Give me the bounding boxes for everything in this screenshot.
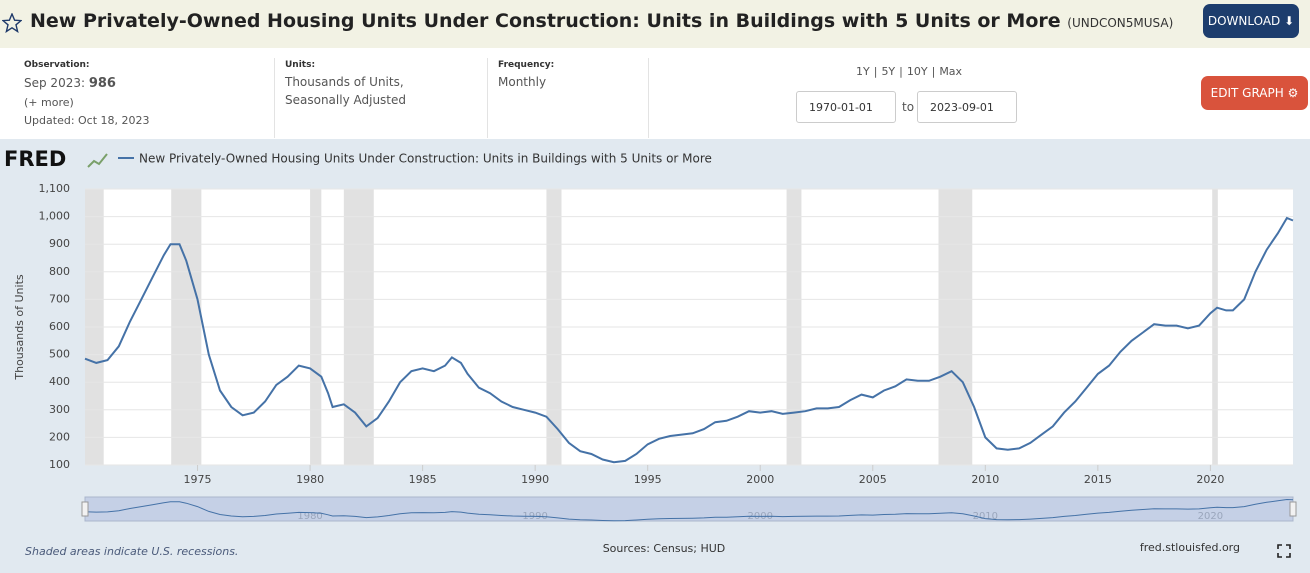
range-option[interactable]: Max: [939, 65, 963, 78]
frequency-label: Frequency:: [498, 60, 555, 70]
navigator-handle[interactable]: [81, 501, 89, 517]
legend-label: New Privately-Owned Housing Units Under …: [139, 152, 712, 166]
y-axis-label: Thousands of Units: [13, 274, 26, 381]
navigator-tick-label: 1980: [297, 511, 322, 522]
edit-graph-label: EDIT GRAPH: [1210, 86, 1284, 100]
observation-date: Sep 2023:: [24, 76, 86, 90]
data-line: [84, 216, 1294, 464]
download-label: DOWNLOAD: [1207, 14, 1281, 28]
y-tick-label: 300: [49, 403, 70, 416]
range-separator: |: [931, 65, 936, 78]
range-option[interactable]: 1Y: [856, 65, 870, 78]
x-tick-label: 2005: [859, 473, 887, 486]
favorite-star[interactable]: [2, 13, 22, 33]
divider: [487, 58, 488, 138]
range-separator: |: [873, 65, 878, 78]
x-tick-label: 2015: [1084, 473, 1112, 486]
page-title: New Privately-Owned Housing Units Under …: [30, 10, 1173, 32]
observation-value: 986: [88, 76, 116, 91]
navigator-tick-label: 2010: [973, 511, 998, 522]
more-link[interactable]: (+ more): [24, 96, 74, 109]
x-tick-label: 1980: [296, 473, 324, 486]
y-tick-label: 700: [49, 292, 70, 305]
units-value: Thousands of Units,: [285, 75, 404, 89]
updated-date: Updated: Oct 18, 2023: [24, 114, 150, 127]
y-tick-label: 500: [49, 348, 70, 361]
divider: [648, 58, 649, 138]
y-tick-label: 1,100: [39, 182, 71, 195]
y-tick-label: 900: [49, 237, 70, 250]
x-tick-label: 2000: [746, 473, 774, 486]
range-selector: 1Y | 5Y | 10Y | Max: [856, 65, 962, 78]
download-button[interactable]: DOWNLOAD ⬇: [1203, 4, 1299, 38]
header-bar: [0, 0, 1310, 48]
navigator: [84, 496, 1294, 522]
units-value: Seasonally Adjusted: [285, 93, 407, 107]
recession-note: Shaded areas indicate U.S. recessions.: [25, 545, 238, 558]
series-id: (UNDCON5MUSA): [1067, 16, 1174, 30]
x-tick-label: 1975: [184, 473, 212, 486]
y-tick-label: 200: [49, 430, 70, 443]
x-tick-label: 1985: [409, 473, 437, 486]
x-tick-label: 1990: [521, 473, 549, 486]
y-tick-label: 600: [49, 320, 70, 333]
fred-logo: FRED: [4, 147, 66, 171]
chart: FRED New Privately-Owned Housing Units U…: [0, 139, 1310, 573]
sources: Sources: Census; HUD: [603, 542, 726, 555]
y-tick-label: 800: [49, 265, 70, 278]
x-tick-label: 2010: [971, 473, 999, 486]
observation-label: Observation:: [24, 60, 90, 70]
title-text: New Privately-Owned Housing Units Under …: [30, 10, 1061, 32]
y-tick-label: 100: [49, 458, 70, 471]
to-label: to: [902, 100, 915, 114]
navigator-tick-label: 2020: [1198, 511, 1223, 522]
edit-graph-button[interactable]: EDIT GRAPH ⚙: [1201, 76, 1308, 110]
x-tick-label: 1995: [634, 473, 662, 486]
y-tick-label: 1,000: [39, 210, 71, 223]
logo-icon: [87, 153, 108, 168]
x-tick-label: 2020: [1196, 473, 1224, 486]
units-label: Units:: [285, 60, 316, 70]
fullscreen-icon[interactable]: [1277, 544, 1291, 558]
site-link[interactable]: fred.stlouisfed.org: [1140, 541, 1240, 554]
divider: [274, 58, 275, 138]
start-date-input[interactable]: 1970-01-01: [796, 91, 896, 123]
range-separator: |: [899, 65, 903, 78]
y-tick-label: 400: [49, 375, 70, 388]
navigator-line: [84, 498, 1294, 522]
range-option[interactable]: 5Y: [881, 65, 896, 78]
navigator-handle[interactable]: [1289, 501, 1297, 517]
range-option[interactable]: 10Y: [906, 65, 928, 78]
end-date-input[interactable]: 2023-09-01: [917, 91, 1017, 123]
frequency-value: Monthly: [498, 75, 547, 89]
